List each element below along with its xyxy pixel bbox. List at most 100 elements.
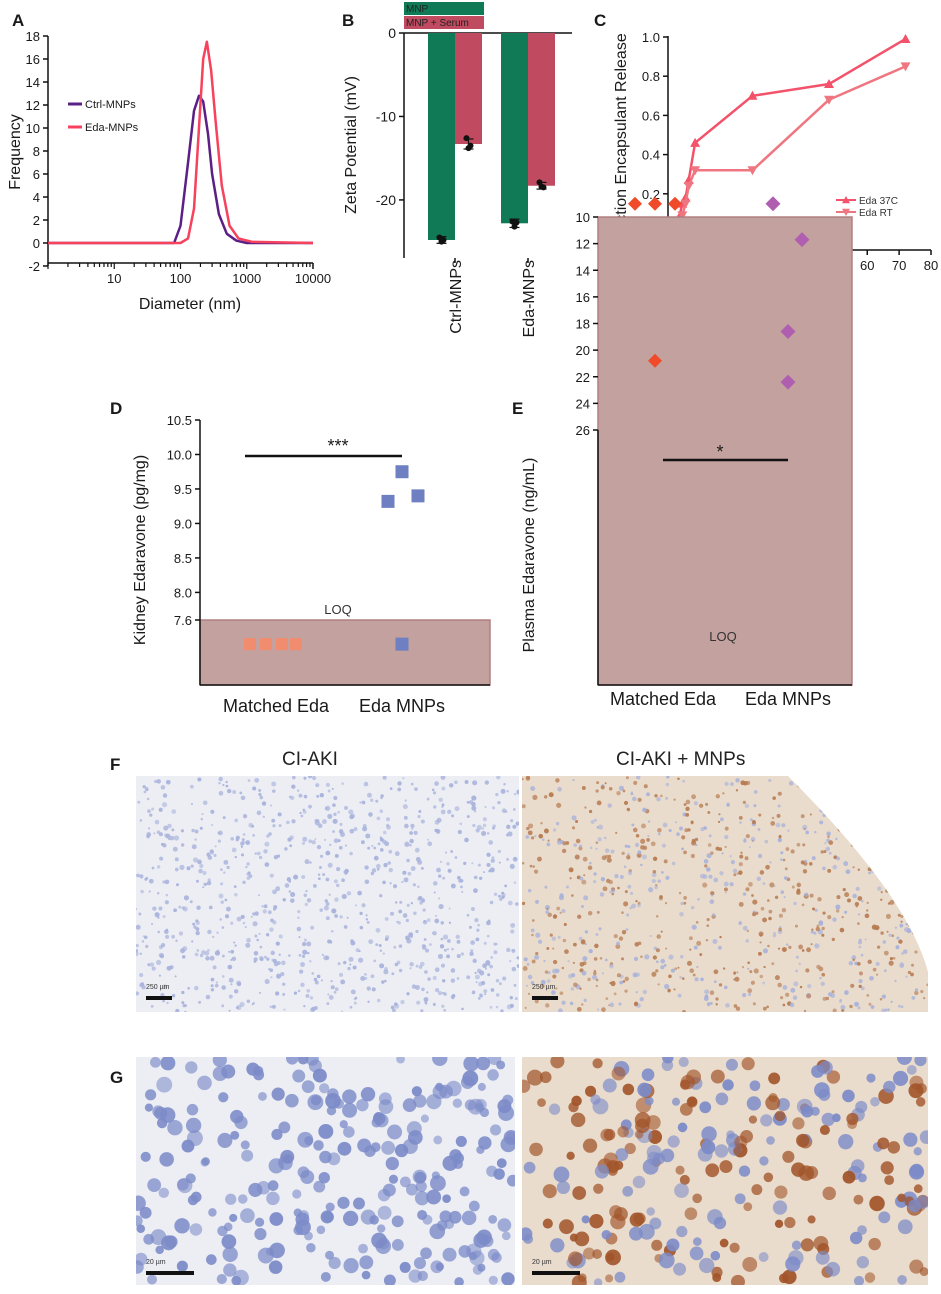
c-legend-marker [842,208,850,216]
histology-nucleus [532,865,535,868]
histology-nucleus [396,920,399,923]
histology-nucleus [735,789,739,792]
histology-nucleus [185,1173,196,1184]
b-bar-serum [455,33,482,145]
histology-nucleus [706,924,710,927]
histology-nucleus [549,933,553,937]
histology-nucleus [785,847,790,851]
histology-nucleus [664,901,668,905]
histology-nucleus [495,993,500,997]
histology-nucleus [679,1174,690,1185]
histology-nucleus [831,937,836,942]
histology-nucleus [316,974,321,979]
e-y-tick-label: 18 [576,317,590,332]
histology-nucleus [311,972,315,975]
histology-nucleus [878,1211,891,1224]
histology-nucleus [768,1072,781,1085]
histology-nucleus [544,970,549,974]
histology-nucleus [614,1271,626,1283]
histology-nucleus [361,800,366,805]
histology-nucleus [575,819,579,823]
histology-nucleus [803,1009,807,1013]
histology-nucleus [681,835,686,840]
histology-nucleus [587,977,591,982]
histology-nucleus [146,834,150,839]
histology-nucleus [530,786,536,792]
scale-bar [146,996,172,1000]
histology-nucleus [801,903,805,907]
histology-nucleus [190,803,193,806]
histology-nucleus [892,956,896,960]
histology-nucleus [683,803,687,806]
histology-nucleus [559,991,564,996]
histology-nucleus [391,1008,396,1013]
histology-nucleus [167,823,172,829]
histology-nucleus [565,841,570,845]
histology-nucleus [634,1001,639,1006]
histology-g-ci-aki: 20 µm [130,1050,519,1287]
histology-nucleus [237,1194,248,1204]
histology-nucleus [597,1008,600,1011]
histology-nucleus [194,838,197,841]
histology-nucleus [422,1214,433,1225]
histology-nucleus [430,1175,446,1192]
d-y-label: Kidney Edaravone (pg/mg) [132,455,149,645]
histology-nucleus [139,972,144,978]
histology-nucleus [153,832,156,835]
histology-nucleus [147,809,151,813]
histology-nucleus [674,821,678,824]
b-legend-swatch [404,16,484,29]
histology-nucleus [742,925,748,931]
histology-nucleus [401,880,404,884]
histology-nucleus [156,779,161,784]
histology-nucleus [263,955,267,959]
histology-nucleus [790,987,796,993]
histology-nucleus [406,1183,418,1196]
histology-nucleus [624,890,628,894]
histology-nucleus [325,916,330,921]
histology-nucleus [696,965,699,969]
histology-nucleus [443,934,449,940]
histology-nucleus [202,800,208,806]
histology-nucleus [812,907,816,911]
histology-nucleus [573,843,577,847]
histology-nucleus [343,925,348,929]
histology-nucleus [254,777,260,783]
histology-nucleus [343,960,347,965]
histology-nucleus [582,956,588,962]
histology-nucleus [897,1219,913,1235]
histology-nucleus [420,1009,424,1013]
histology-nucleus [769,882,775,888]
histology-nucleus [492,806,496,810]
histology-nucleus [194,952,199,957]
histology-nucleus [889,957,893,961]
histology-nucleus [592,1098,609,1115]
histology-nucleus [836,856,840,861]
histology-nucleus [368,939,374,945]
histology-nucleus [748,846,751,849]
histology-nucleus [302,836,308,842]
histology-nucleus [801,949,805,952]
histology-nucleus [174,857,179,862]
histology-nucleus [828,851,832,855]
histology-nucleus [759,1156,769,1166]
histology-nucleus [420,961,425,967]
histology-nucleus [729,882,734,887]
histology-nucleus [746,1096,762,1111]
histology-nucleus [595,789,599,793]
histology-nucleus [540,979,546,985]
histology-nucleus [552,959,558,965]
d-y-tick-label: 10.0 [167,447,192,462]
histology-nucleus [325,877,330,882]
e-data-point-mnps [794,232,810,248]
histology-nucleus [332,830,335,833]
histology-nucleus [844,910,848,914]
histology-nucleus [749,1080,761,1092]
histology-nucleus [789,1002,795,1008]
histology-nucleus [762,981,766,985]
histology-nucleus [707,843,712,847]
histology-nucleus [391,1239,404,1251]
histology-nucleus [301,1080,315,1094]
histology-nucleus [627,884,632,889]
histology-nucleus [853,1275,865,1287]
